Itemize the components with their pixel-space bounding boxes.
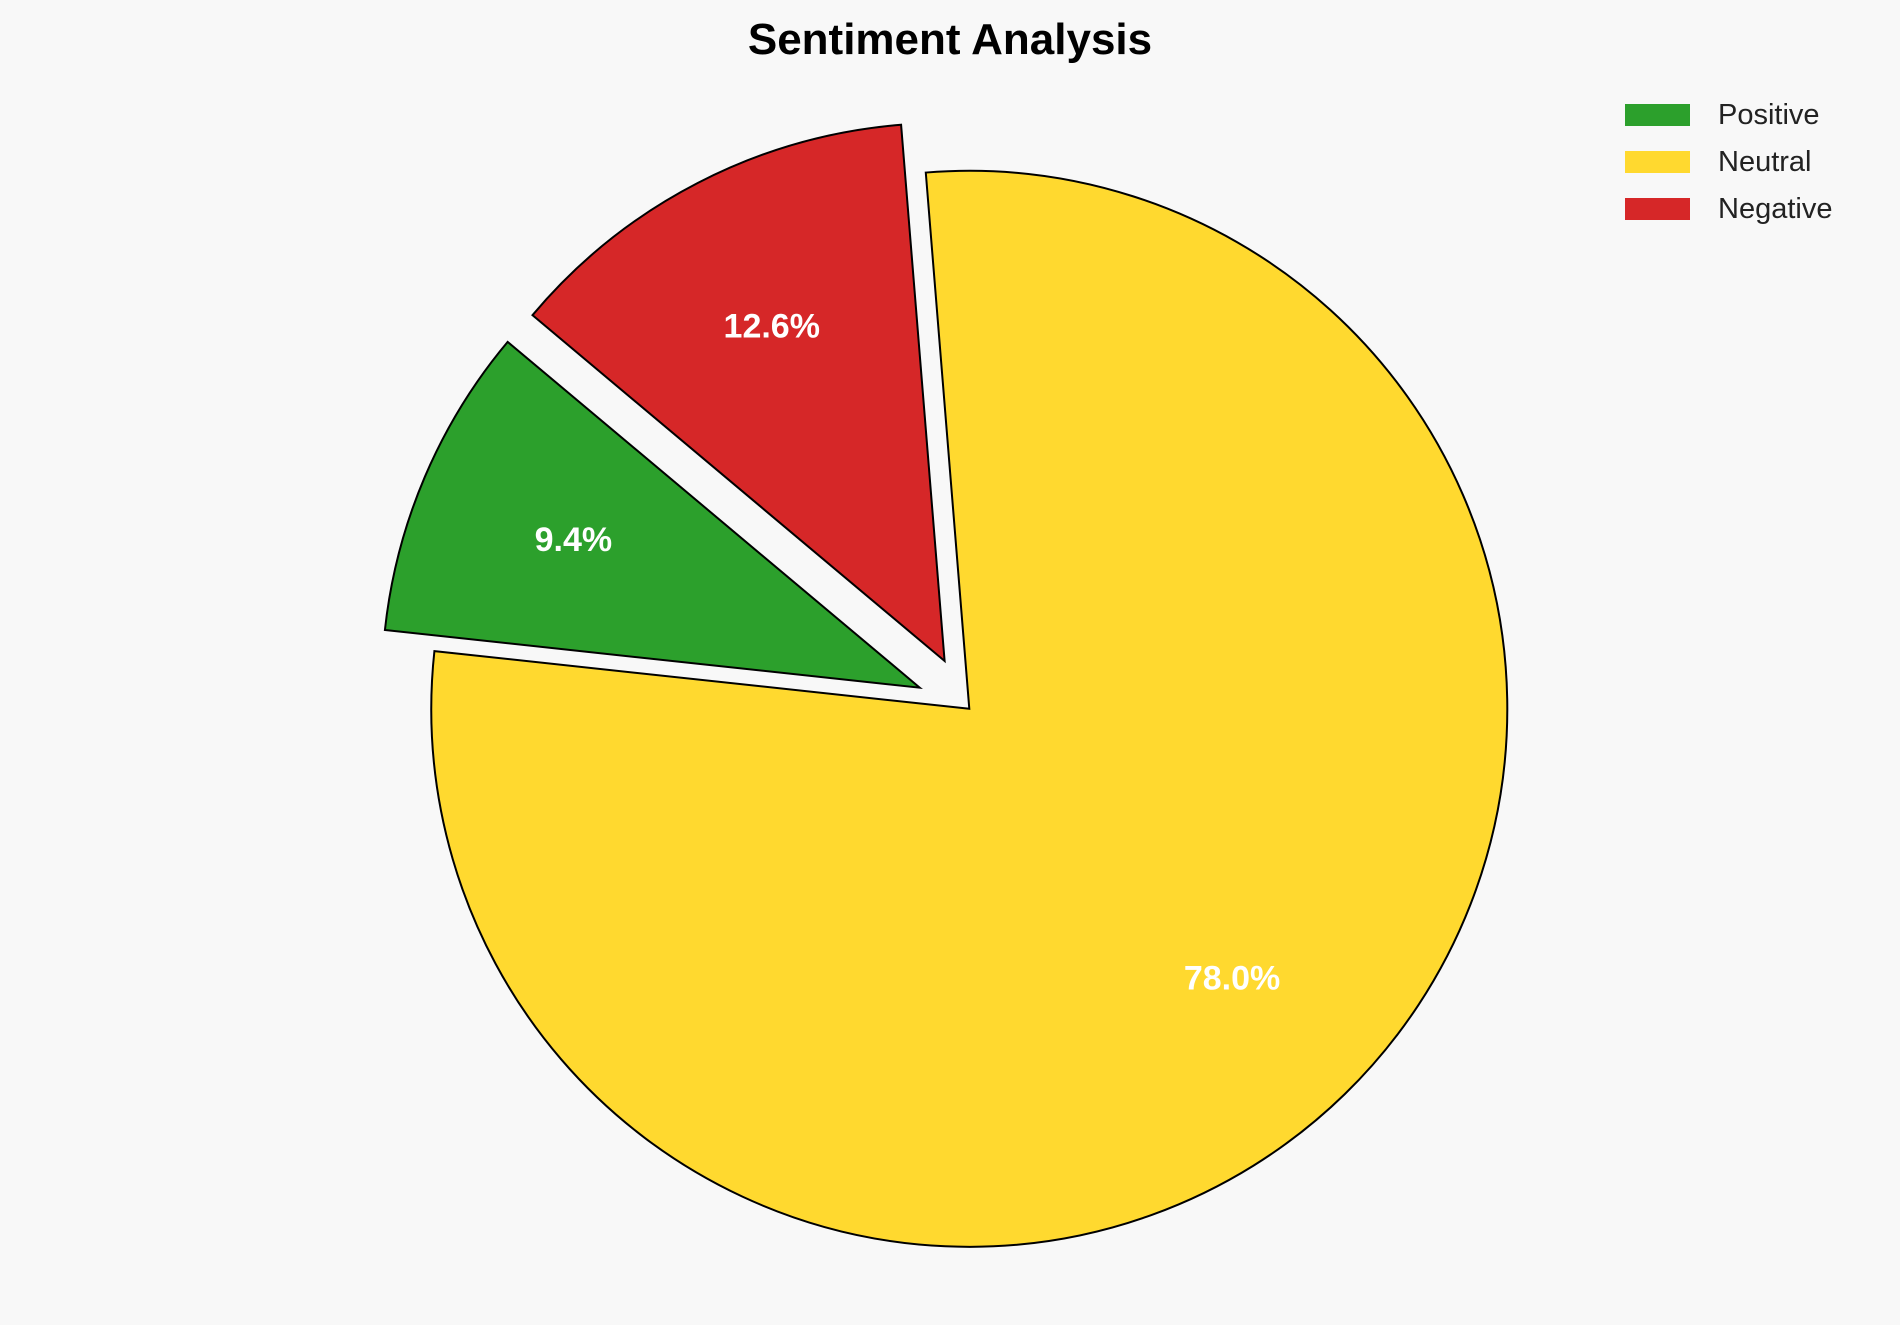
legend-label-positive: Positive xyxy=(1718,99,1820,131)
pct-labels: 9.4% 78.0% 12.6% xyxy=(535,307,1281,997)
legend-swatch-positive xyxy=(1625,104,1690,126)
legend-label-negative: Negative xyxy=(1718,193,1832,225)
legend-swatch-neutral xyxy=(1625,151,1690,173)
pct-label-positive: 9.4% xyxy=(535,521,613,559)
wedge-neutral xyxy=(430,169,1509,1248)
wedge-negative xyxy=(531,123,946,664)
pct-label-negative: 12.6% xyxy=(724,307,820,345)
wedges xyxy=(383,123,1509,1248)
wedge-positive xyxy=(383,340,923,690)
legend-label-neutral: Neutral xyxy=(1718,146,1812,178)
legend: Positive Neutral Negative xyxy=(1625,99,1832,225)
legend-swatch-negative xyxy=(1625,198,1690,220)
chart-title: Sentiment Analysis xyxy=(748,15,1152,64)
pct-label-neutral: 78.0% xyxy=(1184,960,1280,998)
